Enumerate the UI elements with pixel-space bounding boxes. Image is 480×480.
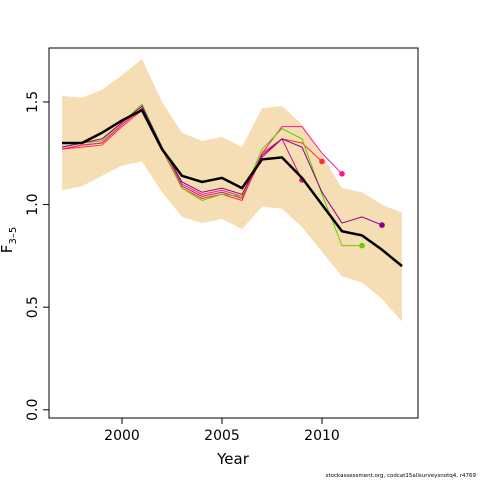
y-tick-label: 0.0 xyxy=(25,399,41,421)
series-line xyxy=(62,108,403,268)
series-line xyxy=(61,105,383,226)
x-tick-label: 2005 xyxy=(204,428,240,444)
plot-frame xyxy=(48,47,419,419)
confidence-band xyxy=(62,58,402,322)
x-tick-label: 2010 xyxy=(304,428,340,444)
end-marker xyxy=(379,222,385,228)
caption: stockassessment.org, codcat15allsurveysn… xyxy=(326,473,477,479)
end-marker xyxy=(339,170,345,177)
series-line xyxy=(61,107,343,197)
end-marker xyxy=(319,158,325,165)
y-label-main: F xyxy=(0,245,16,254)
end-marker xyxy=(359,242,365,249)
x-axis-label: Year xyxy=(216,450,250,468)
series-line xyxy=(61,103,362,247)
y-tick-label: 1.0 xyxy=(25,193,41,215)
y-tick-label: 0.5 xyxy=(25,296,41,318)
y-tick-label: 1.5 xyxy=(25,91,41,113)
y-axis-label: F3–5 xyxy=(0,227,19,253)
y-label-sub: 3–5 xyxy=(8,227,19,245)
x-tick-label: 2000 xyxy=(104,428,140,444)
